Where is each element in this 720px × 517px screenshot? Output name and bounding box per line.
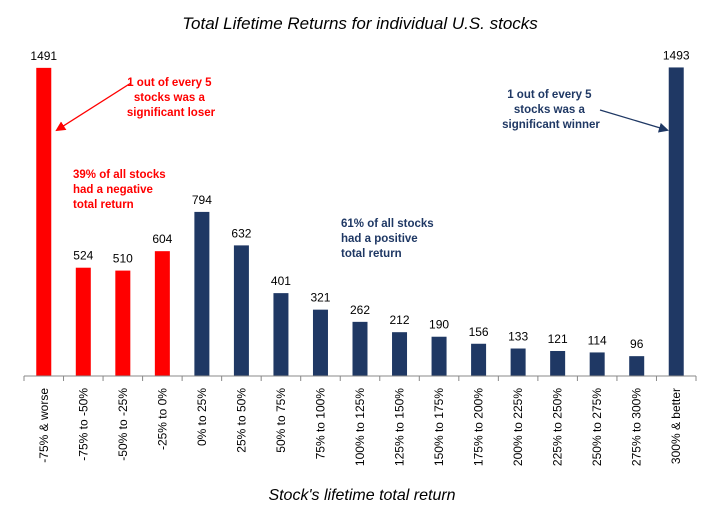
- value-label-8: 262: [350, 303, 370, 317]
- x-tick-label-10: 150% to 175%: [432, 388, 446, 466]
- x-tick-label-15: 275% to 300%: [630, 388, 644, 466]
- bar-12: [510, 348, 526, 376]
- value-label-3: 604: [152, 232, 172, 246]
- winner-annotation-line-2: stocks was a: [514, 104, 586, 116]
- bar-8: [352, 321, 368, 376]
- bar-15: [629, 356, 645, 376]
- loser-annotation-line-3: significant loser: [127, 107, 216, 119]
- value-label-0: 1491: [30, 49, 57, 63]
- x-tick-label-6: 50% to 75%: [274, 388, 288, 453]
- value-label-14: 114: [588, 333, 607, 347]
- bar-3: [154, 251, 170, 376]
- x-tick-label-7: 75% to 100%: [313, 388, 327, 460]
- loser-annotation: 1 out of every 5 stocks was a significan…: [127, 77, 216, 119]
- bar-5: [233, 245, 249, 376]
- value-label-5: 632: [231, 226, 251, 240]
- bar-2: [115, 270, 131, 376]
- bar-13: [550, 350, 566, 376]
- positive-share-line-2: had a positive: [341, 233, 418, 245]
- bar-9: [392, 332, 408, 376]
- value-label-12: 133: [508, 330, 528, 344]
- winner-arrow: [599, 109, 669, 133]
- bar-16: [668, 67, 684, 377]
- value-label-7: 321: [310, 291, 330, 305]
- x-tick-labels-group: -75% & worse -75% to -50% -50% to -25% -25%…: [37, 388, 683, 466]
- value-label-16: 1493: [663, 48, 690, 62]
- winner-annotation: 1 out of every 5 stocks was a significan…: [502, 89, 600, 131]
- bar-10: [431, 336, 447, 376]
- x-tick-label-12: 200% to 225%: [511, 388, 525, 466]
- value-labels-group: 1491 524 510 604 794 632 401 321 262 212 190 156 133…: [30, 48, 689, 351]
- positive-share-line-1: 61% of all stocks: [341, 218, 434, 230]
- x-tick-label-9: 125% to 150%: [393, 388, 407, 466]
- positive-share-line-3: total return: [341, 248, 402, 260]
- x-tick-label-14: 250% to 275%: [590, 388, 604, 466]
- value-label-11: 156: [469, 325, 489, 339]
- loser-annotation-line-1: 1 out of every 5: [127, 77, 212, 89]
- x-tick-label-1: -75% to -50%: [76, 388, 90, 461]
- x-tick-label-4: 0% to 25%: [195, 388, 209, 446]
- bar-7: [312, 309, 328, 376]
- value-label-9: 212: [390, 313, 410, 327]
- negative-share-line-1: 39% of all stocks: [73, 169, 166, 181]
- value-label-6: 401: [271, 274, 291, 288]
- bar-6: [273, 293, 289, 376]
- bar-0: [36, 67, 52, 377]
- bars-group: [36, 67, 684, 377]
- x-tick-label-5: 25% to 50%: [234, 388, 248, 453]
- positive-share-annotation: 61% of all stocks had a positive total r…: [341, 218, 437, 260]
- chart-title: Total Lifetime Returns for individual U.…: [182, 14, 538, 33]
- negative-share-line-2: had a negative: [73, 184, 153, 196]
- loser-arrow: [55, 82, 132, 132]
- value-label-10: 190: [429, 318, 449, 332]
- x-tick-label-2: -50% to -25%: [116, 388, 130, 461]
- value-label-4: 794: [192, 193, 212, 207]
- x-tick-label-0: -75% & worse: [37, 388, 51, 463]
- x-tick-label-13: 225% to 250%: [551, 388, 565, 466]
- x-tick-label-11: 175% to 200%: [472, 388, 486, 466]
- negative-share-line-3: total return: [73, 199, 134, 211]
- winner-annotation-line-1: 1 out of every 5: [507, 89, 592, 101]
- bar-14: [589, 352, 605, 376]
- x-axis-title: Stock's lifetime total return: [268, 487, 455, 504]
- value-label-1: 524: [73, 249, 93, 263]
- negative-share-annotation: 39% of all stocks had a negative total r…: [73, 169, 169, 211]
- loser-annotation-line-2: stocks was a: [134, 92, 206, 104]
- x-tick-label-3: -25% to 0%: [155, 388, 169, 450]
- x-ticks-group: [23, 376, 697, 381]
- x-tick-label-8: 100% to 125%: [353, 388, 367, 466]
- winner-annotation-line-3: significant winner: [502, 119, 600, 131]
- x-tick-label-16: 300% & better: [669, 388, 683, 464]
- bar-1: [75, 267, 91, 376]
- bar-4: [194, 211, 210, 376]
- bar-11: [471, 343, 487, 376]
- value-label-13: 121: [548, 332, 568, 346]
- value-label-2: 510: [113, 252, 133, 266]
- value-label-15: 96: [630, 337, 644, 351]
